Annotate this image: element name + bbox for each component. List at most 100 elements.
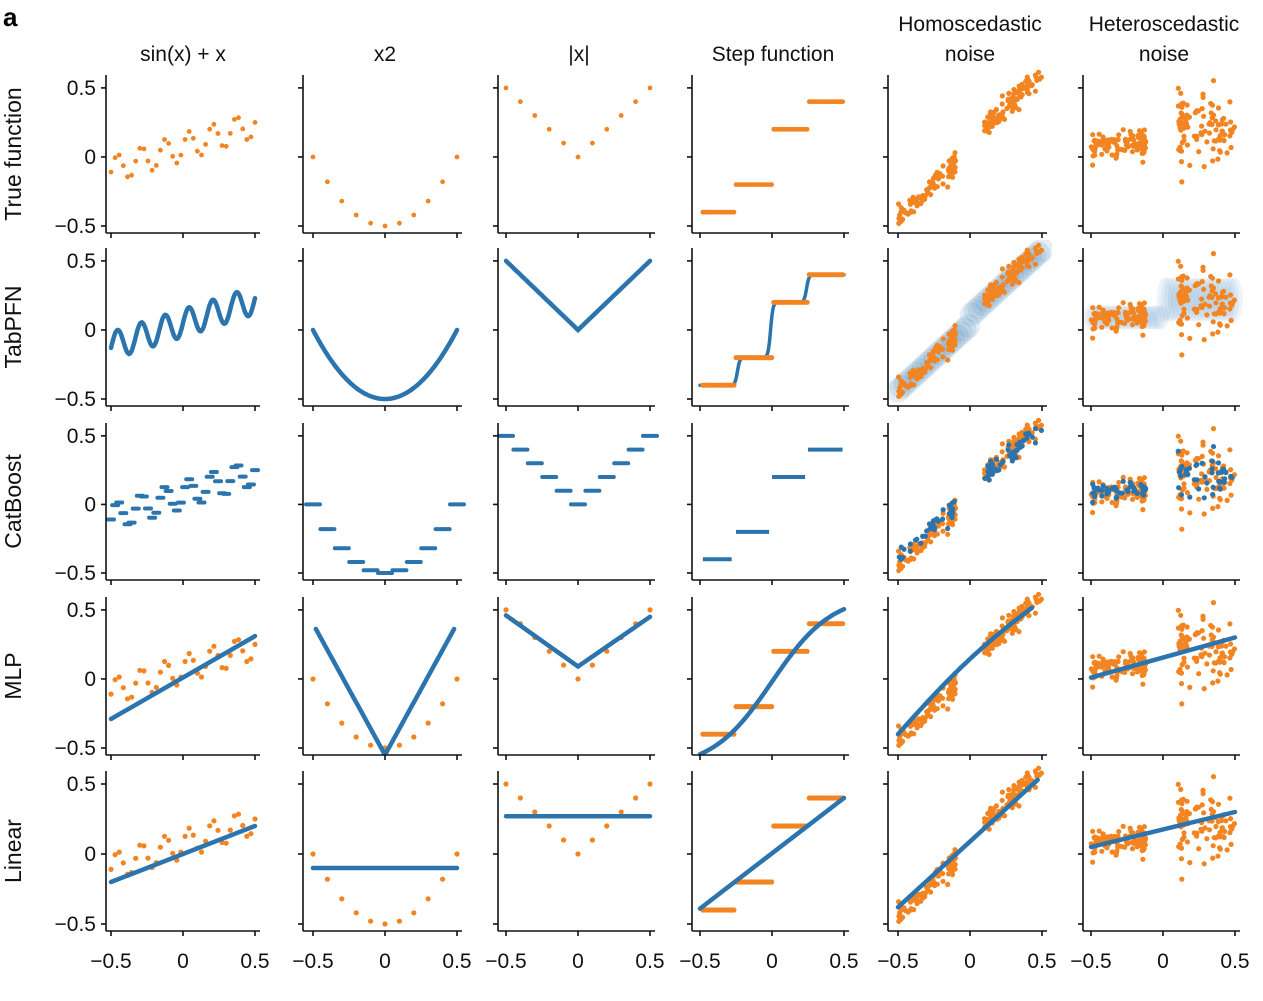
catboost-prediction <box>1140 487 1146 493</box>
training-point <box>1175 433 1181 439</box>
catboost-prediction <box>940 507 946 513</box>
training-point <box>905 558 911 564</box>
x-tick-label: 0.5 <box>635 950 664 973</box>
subplot <box>493 75 655 238</box>
training-point <box>396 742 402 748</box>
training-point <box>1034 77 1040 83</box>
training-point <box>1130 655 1136 661</box>
tabpfn-density <box>1149 305 1166 330</box>
training-point <box>1213 311 1219 317</box>
training-point <box>911 556 917 562</box>
training-point <box>1115 310 1121 316</box>
training-point <box>1090 335 1096 341</box>
training-point <box>1140 507 1146 513</box>
catboost-prediction <box>1216 485 1223 491</box>
training-point <box>1227 99 1233 105</box>
training-point <box>1130 830 1136 836</box>
x-tick-label: 0.5 <box>829 950 858 973</box>
training-point <box>1130 306 1136 312</box>
training-point <box>454 154 460 160</box>
training-point <box>120 685 126 691</box>
training-point <box>1201 286 1207 292</box>
training-point <box>952 329 958 335</box>
training-point <box>589 662 596 668</box>
tabpfn-fit-line <box>698 272 846 387</box>
training-point <box>178 152 184 158</box>
training-point <box>945 689 952 695</box>
training-point <box>1210 680 1216 686</box>
training-point <box>934 184 940 190</box>
training-point <box>769 879 775 885</box>
training-point <box>1139 847 1145 854</box>
training-point <box>1104 317 1110 323</box>
catboost-prediction <box>1183 471 1189 477</box>
tabpfn-fit-line <box>108 289 258 357</box>
training-point <box>1219 650 1225 656</box>
catboost-prediction <box>1215 460 1222 466</box>
column-title: Step function <box>712 43 835 66</box>
training-point <box>928 889 934 895</box>
training-point <box>1201 686 1207 692</box>
mlp-fit-line <box>313 626 457 755</box>
subplot <box>687 75 849 238</box>
catboost-prediction <box>1024 435 1030 441</box>
training-point <box>952 866 958 872</box>
training-point <box>1217 659 1223 665</box>
catboost-prediction <box>945 525 951 532</box>
training-point <box>1223 121 1229 127</box>
training-point <box>934 531 940 537</box>
training-point <box>1202 825 1208 831</box>
catboost-prediction <box>1100 483 1106 489</box>
training-point <box>1208 110 1214 116</box>
training-point <box>145 158 151 164</box>
training-point <box>1184 664 1190 670</box>
training-point <box>926 179 933 185</box>
training-point <box>1213 474 1219 481</box>
catboost-prediction <box>1099 487 1105 494</box>
training-point <box>1007 792 1014 798</box>
training-point <box>1195 630 1202 636</box>
catboost-prediction <box>1014 447 1020 453</box>
training-point <box>223 143 229 149</box>
subplot: 0.5 0 −0.5 <box>55 423 260 585</box>
training-point <box>1011 86 1017 93</box>
training-point <box>1179 352 1185 358</box>
training-point <box>236 115 241 121</box>
catboost-prediction <box>1228 473 1234 479</box>
training-point <box>1217 495 1223 501</box>
training-point <box>840 272 846 278</box>
training-point <box>1231 821 1237 827</box>
training-point <box>1011 274 1018 281</box>
catboost-prediction <box>1199 460 1205 466</box>
training-point <box>952 156 958 162</box>
training-point <box>1096 304 1102 310</box>
training-point <box>219 665 225 671</box>
training-point <box>647 781 653 787</box>
training-point <box>503 781 509 787</box>
training-point <box>945 167 952 173</box>
training-point <box>116 849 122 855</box>
training-point <box>231 638 237 645</box>
column-title: sin(x) + x <box>140 43 226 66</box>
row-label: TabPFN <box>0 285 26 368</box>
y-tick-label: 0 <box>84 843 96 866</box>
training-point <box>1178 681 1185 687</box>
catboost-prediction <box>1113 494 1120 500</box>
training-point <box>910 372 916 378</box>
training-point <box>1115 137 1121 143</box>
training-point <box>999 266 1006 272</box>
subplot <box>493 423 659 585</box>
catboost-prediction <box>1178 492 1185 498</box>
column-title: noise <box>945 43 995 66</box>
training-point <box>945 706 951 712</box>
training-point <box>219 143 225 149</box>
training-point <box>1223 294 1229 300</box>
training-point <box>1114 324 1120 330</box>
training-point <box>1096 131 1102 137</box>
training-point <box>910 199 916 205</box>
catboost-prediction <box>1127 479 1133 486</box>
subplot <box>1078 597 1240 760</box>
catboost-prediction <box>1187 494 1193 500</box>
training-point <box>1019 254 1025 260</box>
subplot: −0.5 0 0.5 <box>679 771 859 973</box>
